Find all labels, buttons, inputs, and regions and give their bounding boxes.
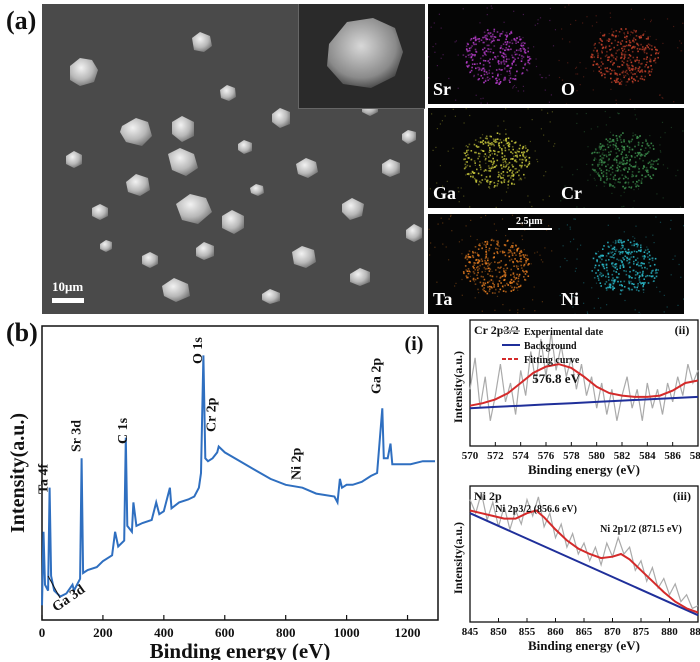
x-tick-label: 588 [690,450,700,462]
x-tick-label: 572 [487,450,504,462]
eds-map-ga: Ga [428,108,556,208]
x-tick-label: 576 [538,450,555,462]
x-tick-label: 570 [462,450,479,462]
x-tick-label: 574 [512,450,529,462]
peak-annotation: Ni 2p3/2 (856.6 eV) [495,504,577,515]
x-tick-label: 865 [576,626,593,638]
x-tick-label: 600 [215,625,235,640]
x-tick-label: 586 [664,450,681,462]
peak-label: Ni 2p [289,448,304,481]
eds-map-label: Ga [433,183,457,203]
eds-map-o: O [556,4,684,104]
peak-label: Cr 2p [204,397,219,432]
survey-panel-label: (i) [405,333,424,355]
xps-survey-chart: 0 200 400 600 800 1000 1200 Binding energy (eV)… [7,325,439,660]
x-axis-label: Binding energy (eV) [528,638,640,653]
series-line-fitting-curve [469,363,699,407]
peak-label: Ta 4f [37,463,52,494]
chart-panel-label: (iii) [673,489,691,503]
plot-frame [469,319,699,447]
x-tick-label: 580 [588,450,605,462]
panel-b-label: (b) [6,318,38,347]
eds-map-cr: Cr [556,108,684,208]
eds-map-label: O [561,79,576,99]
x-tick-label: 845 [462,626,479,638]
legend-entry: Background [524,341,577,352]
x-tick-label: 880 [661,626,678,638]
eds-scale-bar [508,228,552,230]
legend-entry: Fitting curve [524,355,580,366]
survey-plot-frame [41,325,439,621]
chart-title: Cr 2p3/2 [474,323,519,337]
panel-a-label: (a) [6,6,37,35]
ni2p-chart: 845 850 855 860 865 870 875 880 885 Binding energ… [452,485,700,653]
eds-map-sr: Sr [428,4,556,104]
peak-label: O 1s [191,337,206,364]
x-tick-label: 860 [547,626,564,638]
x-tick-label: 850 [490,626,507,638]
peak-leader-line [47,575,61,599]
eds-map-ni: Ni [556,214,684,314]
x-tick-label: 875 [633,626,650,638]
chart-panel-label: (ii) [675,323,690,337]
x-tick-label: 800 [276,625,296,640]
x-tick-label: 855 [519,626,536,638]
cr2p-chart: 570 572 574 576 578 580 582 584 586 588 Binding en… [452,319,700,477]
survey-y-axis-label: Intensity(a.u.) [7,413,29,533]
x-tick-label: 870 [604,626,621,638]
y-axis-label: Intensity(a.u.) [452,351,465,423]
series-line-background [469,512,699,617]
x-tick-label: 1000 [334,625,360,640]
eds-map-ta: Ta 2.5μm [428,214,556,314]
x-tick-label: 200 [93,625,113,640]
x-tick-label: 0 [39,625,46,640]
eds-map-label: Ni [561,289,579,309]
y-axis-label: Intensity(a.u.) [452,522,465,594]
x-tick-label: 400 [154,625,174,640]
x-tick-label: 582 [614,450,631,462]
series-line-experimental-date [469,492,699,610]
legend-entry: Experimental date [524,327,604,338]
peak-label: C 1s [116,417,131,444]
series-line-background [469,395,699,410]
eds-map-label: Ta [433,289,453,309]
sem-scale-label: 10μm [52,279,84,294]
x-tick-label: 584 [639,450,656,462]
sem-particles [66,32,422,304]
sem-scale-bar [52,298,84,303]
x-tick-label: 885 [690,626,700,638]
survey-spectrum-line [41,355,435,606]
series-line-fitting-curve [469,509,699,614]
eds-scale-label: 2.5μm [516,216,543,227]
survey-x-axis-label: Binding energy (eV) [150,639,331,660]
chart-title: Ni 2p [474,489,502,503]
x-axis-label: Binding energy (eV) [528,462,640,477]
peak-label: Ga 2p [369,358,384,394]
peak-value-label: 576.8 eV [532,371,580,386]
peak-annotation: Ni 2p1/2 (871.5 eV) [600,524,682,535]
sem-inset-particle [298,4,425,109]
eds-map-label: Cr [561,183,582,203]
x-tick-label: 578 [563,450,580,462]
peak-label: Ga 3d [50,582,88,615]
peak-label: Sr 3d [70,420,85,452]
eds-map-label: Sr [433,79,451,99]
x-tick-label: 1200 [395,625,421,640]
